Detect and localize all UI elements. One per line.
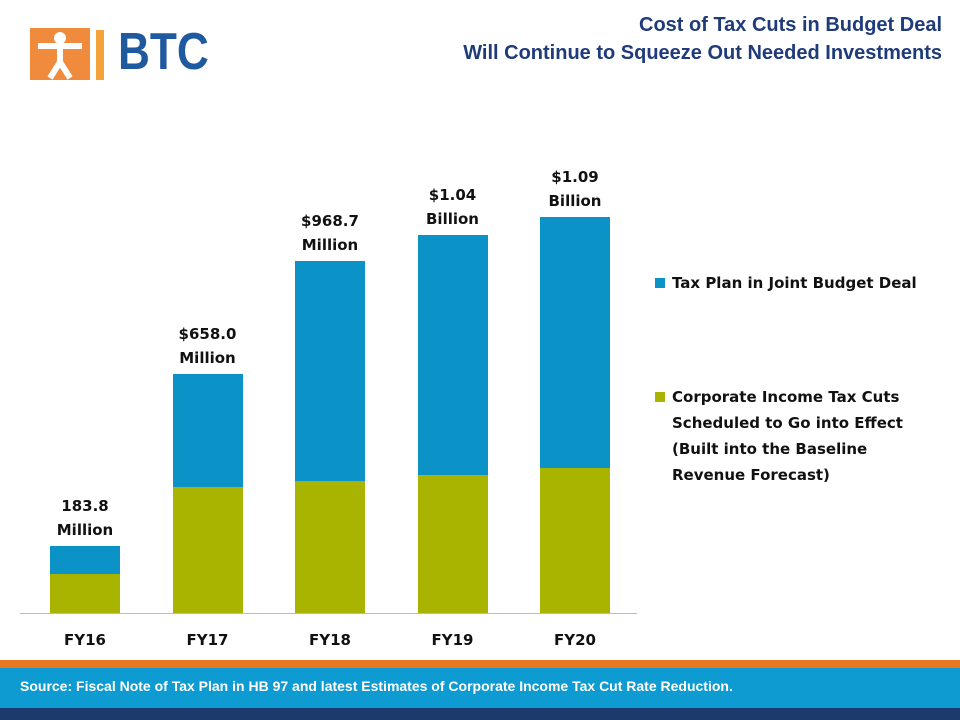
x-tick-label: FY20 bbox=[554, 631, 596, 649]
total-label: 183.8 Million bbox=[56, 497, 114, 540]
footer-source: Source: Fiscal Note of Tax Plan in HB 97… bbox=[20, 678, 733, 694]
logo-icon bbox=[30, 28, 90, 80]
bar-segment bbox=[50, 574, 120, 613]
bar-segment bbox=[417, 474, 488, 613]
bar-segment bbox=[172, 373, 243, 487]
footer-bottom bbox=[0, 708, 960, 720]
x-tick-label: FY18 bbox=[309, 631, 351, 649]
bar-segment bbox=[417, 235, 488, 475]
x-tick-label: FY19 bbox=[431, 631, 474, 649]
legend-swatch bbox=[655, 278, 665, 288]
total-label: $1.04 Billion bbox=[426, 186, 479, 229]
x-axis bbox=[20, 613, 637, 614]
total-label: $968.7 Million bbox=[301, 212, 359, 255]
total-label: $1.09 Billion bbox=[548, 168, 602, 210]
bar-segment bbox=[295, 260, 365, 482]
legend-label: Corporate Income Tax Cuts Scheduled to G… bbox=[672, 388, 903, 484]
bar-segment bbox=[540, 468, 610, 613]
bar-segment bbox=[295, 481, 365, 613]
footer-band bbox=[0, 668, 960, 708]
logo-text: BTC bbox=[118, 23, 209, 81]
legend-label: Tax Plan in Joint Budget Deal bbox=[672, 274, 917, 292]
x-tick-label: FY16 bbox=[64, 631, 106, 649]
chart-subtitle: Will Continue to Squeeze Out Needed Inve… bbox=[463, 42, 942, 64]
bar-segment bbox=[50, 546, 120, 575]
total-label: $658.0 Million bbox=[178, 324, 237, 367]
chart-title: Cost of Tax Cuts in Budget Deal bbox=[639, 14, 942, 36]
logo-divider bbox=[96, 30, 104, 80]
legend-swatch bbox=[655, 392, 665, 402]
x-tick-label: FY17 bbox=[186, 631, 229, 649]
bar-segment bbox=[172, 486, 243, 613]
bar-segment bbox=[540, 217, 610, 469]
footer-stripe bbox=[0, 660, 960, 668]
